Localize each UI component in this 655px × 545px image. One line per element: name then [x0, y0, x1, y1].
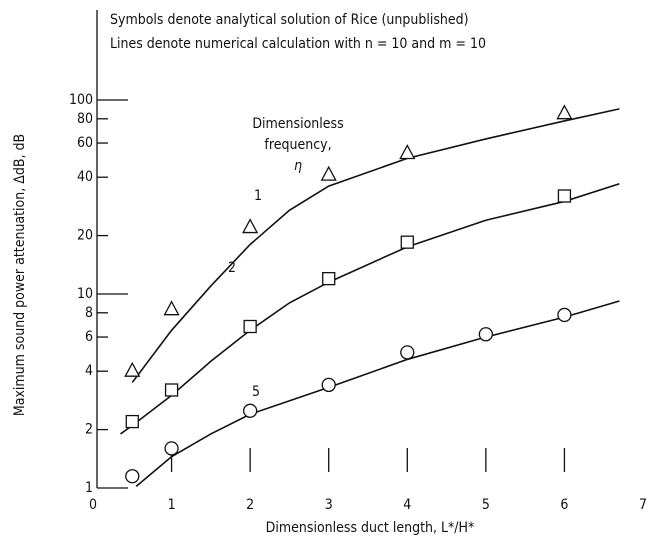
- y-tick-label: 2: [85, 422, 93, 438]
- triangle-marker: [124, 361, 141, 377]
- y-tick-label: 4: [85, 363, 93, 379]
- annotation: frequency,: [264, 137, 331, 153]
- circle-marker: [478, 327, 494, 342]
- y-tick-label: 100: [69, 92, 93, 108]
- title-line: Lines denote numerical calculation with …: [110, 36, 486, 52]
- y-tick-label: 60: [77, 135, 93, 151]
- circle-marker: [125, 469, 140, 484]
- circle-marker: [242, 403, 258, 418]
- curve: [135, 300, 620, 487]
- x-tick-label: 2: [246, 497, 254, 513]
- y-axis-label: Maximum sound power attenuation, ΔdB, dB: [12, 134, 28, 416]
- y-tick-label: 40: [77, 169, 93, 185]
- curve-label: 2: [228, 260, 236, 276]
- y-tick-label: 10: [77, 286, 93, 302]
- curve: [131, 108, 620, 383]
- annotation: η: [294, 158, 302, 174]
- circle-marker: [557, 307, 572, 323]
- y-tick-label: 1: [85, 480, 93, 496]
- square-marker: [125, 414, 139, 429]
- circle-marker: [164, 441, 179, 456]
- title-line: Symbols denote analytical solution of Ri…: [110, 12, 469, 28]
- y-tick-label: 8: [85, 305, 93, 321]
- square-marker: [400, 235, 414, 249]
- triangle-marker: [556, 104, 573, 120]
- y-tick-label: 20: [77, 228, 93, 244]
- x-tick-label: 0: [89, 497, 97, 513]
- x-tick-label: 4: [403, 497, 411, 513]
- circle-marker: [321, 377, 336, 393]
- triangle-marker: [320, 165, 337, 181]
- square-marker: [164, 383, 179, 397]
- annotation: Dimensionless: [252, 116, 343, 132]
- y-tick-label: 80: [77, 111, 93, 127]
- triangle-marker: [399, 144, 416, 160]
- curve-label: 1: [254, 188, 262, 204]
- x-tick-label: 7: [639, 497, 647, 513]
- x-tick-label: 3: [325, 497, 333, 513]
- curve: [120, 183, 620, 435]
- triangle-marker: [242, 218, 259, 234]
- square-marker: [243, 319, 257, 334]
- y-tick-label: 6: [85, 329, 93, 345]
- curve-label: 5: [252, 384, 260, 400]
- square-marker: [557, 189, 572, 203]
- x-tick-label: 1: [168, 497, 176, 513]
- x-tick-label: 6: [560, 497, 568, 513]
- x-tick-label: 5: [482, 497, 490, 513]
- square-marker: [322, 271, 336, 286]
- triangle-marker: [163, 300, 180, 316]
- circle-marker: [400, 345, 415, 360]
- x-axis-label: Dimensionless duct length, L*/H*: [266, 520, 475, 536]
